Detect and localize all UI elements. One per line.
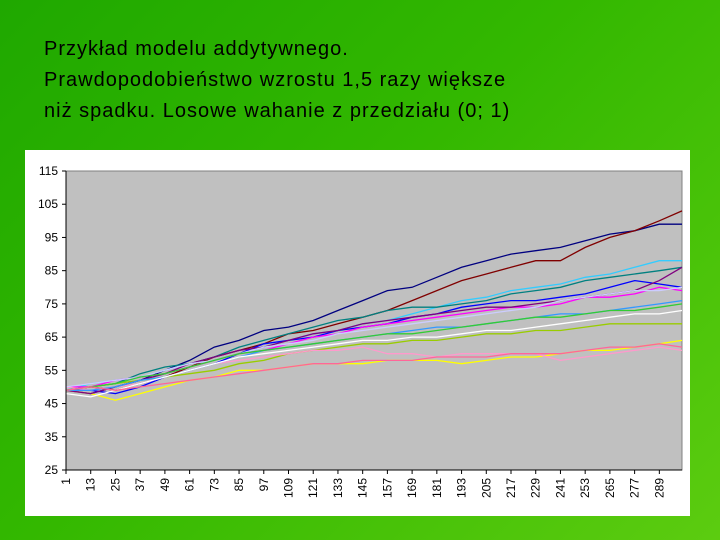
title-line: niż spadku. Losowe wahanie z przedziału … [44, 100, 511, 122]
x-tick-label: 61 [183, 478, 197, 492]
y-tick-label: 45 [45, 397, 59, 411]
x-tick-label: 1 [59, 478, 73, 485]
x-tick-label: 145 [356, 478, 370, 498]
x-tick-label: 289 [652, 478, 666, 498]
series-line [65, 343, 683, 391]
y-tick-label: 25 [45, 463, 59, 477]
x-tick-label: 277 [628, 478, 642, 498]
slide-title: Przykład modelu addytywnego. Prawdopodob… [44, 34, 510, 127]
x-tick-label: 157 [380, 478, 394, 498]
y-tick-label: 105 [38, 197, 58, 211]
x-tick-label: 97 [257, 478, 271, 492]
x-tick-label: 25 [108, 478, 122, 492]
title-line: Prawdopodobieństwo wzrostu 1,5 razy więk… [44, 69, 507, 91]
y-tick-label: 85 [45, 264, 59, 278]
x-tick-label: 121 [306, 478, 320, 498]
x-tick-label: 49 [158, 478, 172, 492]
y-tick-label: 75 [45, 297, 59, 311]
title-line: Przykład modelu addytywnego. [44, 38, 349, 60]
x-tick-label: 133 [331, 478, 345, 498]
x-tick-label: 37 [133, 478, 147, 492]
x-tick-label: 253 [578, 478, 592, 498]
y-tick-label: 35 [45, 430, 59, 444]
y-tick-label: 55 [45, 363, 59, 377]
x-tick-label: 193 [455, 478, 469, 498]
x-tick-label: 241 [553, 478, 567, 498]
series-line [65, 303, 683, 391]
series-line [65, 266, 683, 391]
x-tick-label: 109 [282, 478, 296, 498]
x-tick-label: 265 [603, 478, 617, 498]
x-tick-label: 85 [232, 478, 246, 492]
y-tick-label: 65 [45, 330, 59, 344]
x-tick-label: 73 [207, 478, 221, 492]
x-tick-label: 205 [479, 478, 493, 498]
x-tick-label: 217 [504, 478, 518, 498]
x-tick-label: 229 [529, 478, 543, 498]
series-line [65, 286, 683, 388]
x-tick-label: 181 [430, 478, 444, 498]
y-tick-label: 115 [39, 164, 58, 178]
x-tick-label: 13 [84, 478, 98, 492]
series-line [65, 309, 683, 398]
x-tick-label: 169 [405, 478, 419, 498]
y-tick-label: 95 [45, 230, 59, 244]
